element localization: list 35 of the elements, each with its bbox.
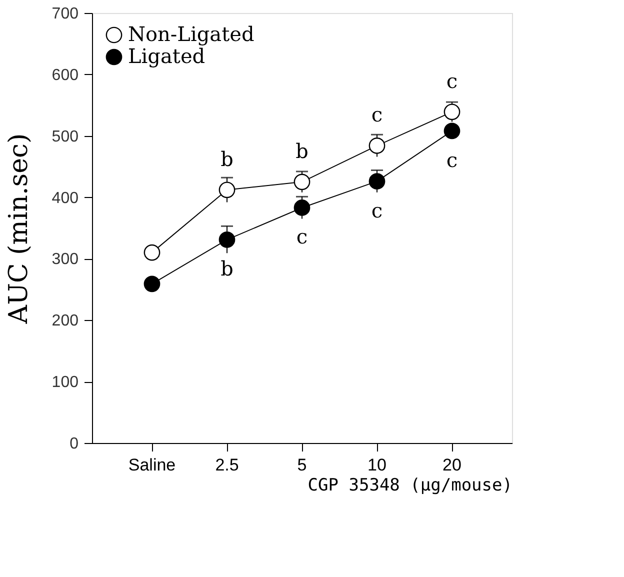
x-tick-label: 5 bbox=[297, 456, 307, 474]
y-tick-label: 700 bbox=[52, 6, 79, 22]
point bbox=[218, 182, 236, 198]
x-axis-title: CGP 35348 (μg/mouse) bbox=[308, 476, 512, 496]
point bbox=[444, 122, 460, 140]
point bbox=[144, 276, 160, 292]
x-tick-label: 20 bbox=[442, 456, 462, 474]
y-tick-label: 300 bbox=[52, 251, 79, 268]
annotation: c bbox=[446, 68, 458, 93]
point bbox=[444, 104, 460, 120]
y-axis-title: AUC (min.sec) bbox=[4, 133, 34, 325]
annotation: b bbox=[220, 146, 234, 171]
y-tick-label: 500 bbox=[52, 128, 79, 146]
annotation: c bbox=[371, 102, 383, 127]
annotation: b bbox=[220, 256, 234, 281]
legend-label: Non-Ligated bbox=[128, 22, 254, 46]
annotation: c bbox=[296, 224, 308, 249]
point bbox=[294, 174, 310, 190]
point bbox=[144, 244, 160, 261]
x-tick-label: 2.5 bbox=[215, 456, 239, 474]
legend-label: Ligated bbox=[128, 44, 206, 68]
point bbox=[368, 138, 386, 154]
annotation: b bbox=[296, 138, 308, 163]
point bbox=[368, 173, 386, 190]
point bbox=[218, 232, 236, 248]
y-tick-label: 0 bbox=[70, 436, 79, 452]
y-tick-label: 600 bbox=[52, 66, 79, 84]
y-tick-label: 200 bbox=[52, 312, 79, 330]
annotation: c bbox=[371, 198, 383, 222]
y-tick-label: 400 bbox=[52, 190, 79, 207]
y-tick-label: 100 bbox=[52, 374, 79, 392]
annotation: c bbox=[446, 148, 458, 172]
point bbox=[294, 200, 310, 216]
x-tick-label: Saline bbox=[128, 456, 176, 474]
x-tick-label: 10 bbox=[368, 456, 386, 474]
